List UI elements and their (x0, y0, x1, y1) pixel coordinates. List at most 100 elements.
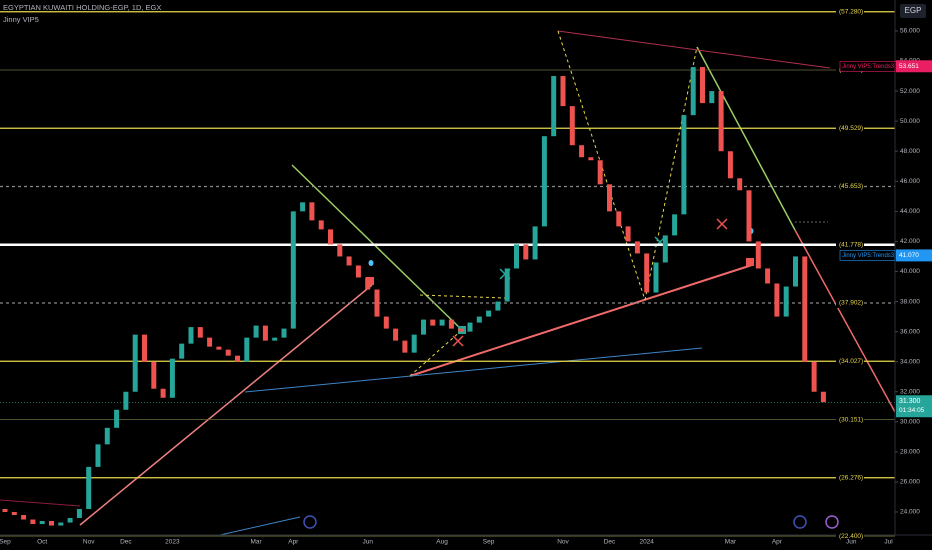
candle-body (402, 340, 408, 353)
candle-body (76, 508, 82, 519)
x-tick-label: Mar (250, 539, 262, 546)
candle-body (114, 409, 120, 428)
x-tick-label: Mar (725, 539, 737, 546)
trend-line (409, 264, 753, 377)
level-label-bg (836, 123, 864, 134)
candle-body (820, 391, 826, 403)
candle-body (569, 106, 575, 146)
level-label: (37.902) (839, 300, 863, 307)
price-tag-label: 53.651 (899, 63, 919, 70)
x-tick-label: Jun (362, 539, 373, 546)
candle-body (281, 328, 287, 338)
candle-body (318, 220, 324, 230)
level-label: (45.653) (839, 183, 863, 190)
candle-body (421, 319, 426, 335)
candle-body (514, 244, 519, 269)
candle-body (179, 343, 185, 359)
candle-body (681, 115, 687, 215)
candle-body (802, 256, 808, 362)
trend-line (244, 347, 703, 393)
y-tick-label: 36.000 (900, 328, 920, 335)
x-tick-label: Nov (557, 539, 569, 546)
event-icon[interactable] (303, 515, 317, 529)
level-label-bg (836, 181, 864, 192)
candle-body (755, 241, 761, 269)
y-tick-label: 52.000 (900, 88, 920, 95)
candle-body (560, 76, 566, 107)
candle-body (374, 289, 380, 317)
event-icon[interactable] (825, 515, 839, 529)
candle-body (142, 334, 147, 362)
candle-body (2, 508, 8, 513)
currency-button[interactable] (900, 4, 926, 18)
candle-body (430, 319, 436, 326)
trend-line (419, 294, 506, 299)
level-label-bg (836, 356, 864, 367)
candle-body (197, 327, 203, 338)
x-tick-label: Dec (604, 539, 616, 546)
x-tick-label: Sep (483, 539, 495, 546)
candle-body (337, 244, 343, 257)
countdown: 01:34:05 (899, 407, 925, 414)
candle-body (607, 184, 612, 212)
candle-body (365, 277, 371, 290)
price-axis (895, 0, 932, 550)
level-label: (41.778) (839, 241, 863, 248)
candle-body (811, 361, 817, 392)
level-label: (34.027) (839, 358, 863, 365)
y-tick-label: 40.000 (900, 268, 920, 275)
trend-line (644, 46, 698, 301)
candle-body (262, 325, 268, 341)
y-tick-label: 46.000 (900, 178, 920, 185)
level-label-bg (836, 239, 864, 250)
candle-body (272, 337, 278, 341)
trend-line (79, 284, 373, 526)
y-tick-label: 50.000 (900, 118, 920, 125)
trend-line (557, 30, 831, 69)
level-label-bg (836, 414, 864, 425)
candle-body (411, 334, 417, 353)
candle-body (169, 358, 175, 398)
event-icon[interactable] (793, 515, 807, 529)
candle-body (393, 328, 399, 341)
y-tick-label: 38.000 (900, 298, 920, 305)
candle-body (49, 521, 54, 526)
y-tick-label: 24.000 (900, 509, 920, 516)
tag-bg (839, 250, 896, 261)
y-tick-label: 48.000 (900, 148, 920, 155)
candle-body (653, 262, 659, 293)
plot (0, 11, 895, 537)
signal-badge (746, 258, 754, 266)
candle-body (216, 346, 222, 350)
candle-body (346, 256, 352, 266)
candle-body (690, 67, 696, 116)
candle-body (634, 241, 640, 254)
candle-body (588, 157, 594, 161)
candle-body (644, 253, 650, 293)
candle-body (188, 327, 194, 344)
candle-body (783, 286, 789, 317)
candle-body (541, 136, 547, 227)
candle-body (709, 91, 715, 104)
candle-body (476, 316, 482, 323)
tag-bg (839, 60, 896, 72)
level-label: (30.151) (839, 416, 863, 423)
x-tick-label: Oct (37, 539, 47, 546)
candle-body (448, 319, 454, 329)
candle-body (765, 268, 771, 284)
candle-body (467, 322, 473, 332)
candle-body (207, 337, 213, 347)
candle-body (551, 76, 557, 137)
candle-body (244, 337, 250, 362)
level-label-bg (836, 298, 864, 309)
x-tick-label: Jul (884, 539, 893, 546)
candle-body (737, 178, 743, 191)
y-tick-label: 42.000 (900, 238, 920, 245)
candle-body (132, 334, 138, 392)
trend-line (219, 516, 301, 536)
candle-body (290, 211, 296, 329)
y-tick-label: 28.000 (900, 449, 920, 456)
x-tick-label: 2024 (639, 539, 654, 546)
x-tick-label: 2023 (165, 539, 180, 546)
